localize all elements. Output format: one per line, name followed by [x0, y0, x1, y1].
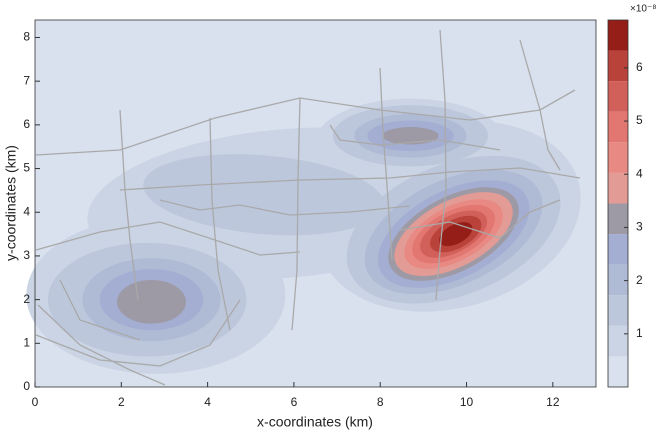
colorbar-band	[608, 111, 628, 143]
colorbar-band	[608, 50, 628, 82]
contour-region	[382, 127, 439, 145]
colorbar-tick-label: 5	[636, 113, 643, 127]
colorbar-tick-label: 4	[636, 166, 643, 180]
x-tick-label: 10	[460, 395, 474, 409]
y-tick-label: 2	[23, 292, 30, 306]
road	[59, 279, 141, 341]
x-tick-label: 12	[546, 395, 560, 409]
road	[399, 199, 561, 239]
colorbar-band	[608, 234, 628, 265]
road	[519, 39, 561, 171]
contour-region	[439, 222, 473, 247]
road	[159, 199, 411, 216]
road	[35, 89, 576, 156]
contour-region	[143, 154, 385, 236]
y-tick-label: 0	[23, 379, 30, 393]
road	[35, 299, 241, 367]
plot-frame	[34, 19, 597, 388]
road	[291, 97, 301, 331]
colorbar-band	[608, 20, 628, 51]
y-tick-label: 1	[23, 335, 30, 349]
x-tick-label: 2	[118, 395, 125, 409]
x-tick-label: 8	[377, 395, 384, 409]
colorbar-exponent: ×10⁻⁸	[630, 4, 656, 15]
colorbar-band	[608, 142, 628, 173]
y-tick-label: 7	[23, 73, 30, 87]
colorbar-band	[608, 295, 628, 326]
y-axis-label: y-coordinates (km)	[3, 145, 19, 261]
colorbar-tick-label: 1	[636, 326, 643, 340]
road	[119, 167, 581, 191]
colorbar-band	[608, 356, 628, 387]
x-tick-label: 4	[204, 395, 211, 409]
road	[329, 124, 501, 151]
colorbar-band	[608, 81, 628, 112]
colorbar-tick-label: 6	[636, 60, 643, 74]
contour-layer	[26, 20, 596, 387]
y-tick-label: 3	[23, 248, 30, 262]
x-axis-label: x-coordinates (km)	[257, 414, 373, 430]
colorbar-band	[608, 264, 628, 296]
road	[119, 109, 139, 301]
y-tick-label: 6	[23, 117, 30, 131]
y-tick-label: 4	[23, 204, 30, 218]
colorbar: 1 2 3 4 5 6	[607, 19, 643, 388]
road-network	[35, 29, 581, 386]
colorbar-frame	[607, 19, 629, 388]
colorbar-tick-label: 2	[636, 273, 643, 287]
y-tick-label: 5	[23, 161, 30, 175]
colorbar-band	[608, 325, 628, 357]
road	[35, 221, 301, 256]
y-tick-label: 8	[23, 30, 30, 44]
x-tick-label: 0	[32, 395, 39, 409]
colorbar-band	[608, 172, 628, 204]
road	[435, 29, 447, 301]
colorbar-band	[608, 203, 628, 235]
road	[379, 67, 393, 261]
contour-region	[116, 279, 187, 324]
road	[209, 117, 231, 331]
colorbar-tick-label: 3	[636, 220, 643, 234]
x-tick-label: 6	[291, 395, 298, 409]
road	[37, 304, 166, 386]
